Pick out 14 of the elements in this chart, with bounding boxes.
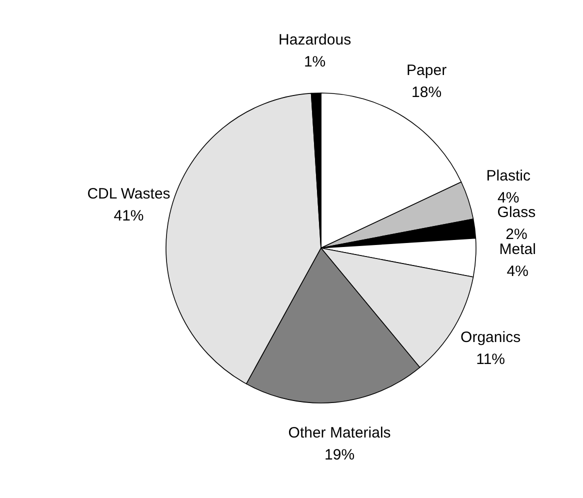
data-label: 2%: [506, 226, 528, 243]
slice-label: Organics: [460, 328, 521, 346]
slice-label: Plastic: [486, 168, 531, 185]
slice-label: Paper: [406, 62, 447, 80]
data-label: 11%: [476, 350, 506, 368]
slice-label: Hazardous: [278, 32, 352, 49]
slice-label: Metal: [499, 240, 536, 258]
data-label: 1%: [304, 54, 326, 71]
data-label: 4%: [506, 262, 528, 280]
slice-label: Other Materials: [288, 424, 391, 442]
data-label: 18%: [412, 84, 442, 102]
data-label: 41%: [114, 208, 144, 225]
slice-label: CDL Wastes: [87, 186, 170, 203]
data-label: 19%: [324, 446, 355, 464]
